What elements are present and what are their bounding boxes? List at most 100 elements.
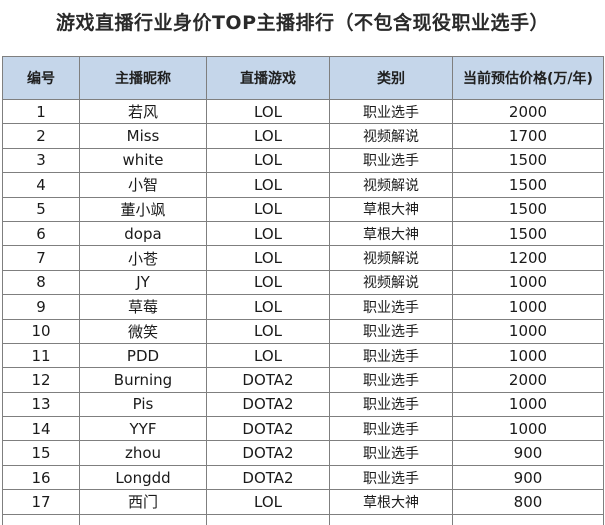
price-cell: 1000 [452, 318, 604, 344]
streamer-cell: 董小飒 [79, 196, 207, 222]
game-cell: LOL [206, 147, 330, 174]
game-cell: LOL [206, 342, 330, 369]
rank-cell: 8 [2, 269, 80, 296]
category-cell: 草根大神 [329, 196, 453, 222]
category-cell: 视频解说 [329, 172, 453, 198]
category-cell: 职业选手 [329, 367, 453, 393]
streamer-cell: 小智 [79, 172, 207, 198]
streamer-cell: Burning [79, 367, 207, 393]
table-row: 3 white LOL 职业选手 1500 [2, 147, 604, 174]
table-header-row: 编号 主播昵称 直播游戏 类别 当前预估价格(万/年) [2, 56, 604, 100]
header-category: 类别 [329, 56, 453, 100]
streamer-cell: PDD [79, 342, 207, 369]
streamer-cell: YYF [79, 416, 207, 442]
price-cell: 1000 [452, 342, 604, 369]
table-row: 14 YYF DOTA2 职业选手 1000 [2, 416, 604, 442]
category-cell: 职业选手 [329, 318, 453, 344]
price-cell: 2000 [452, 98, 604, 125]
game-cell: LOL [206, 220, 330, 247]
price-cell: 1200 [452, 245, 604, 271]
price-cell: 900 [452, 464, 604, 491]
game-cell: DOTA2 [206, 416, 330, 442]
price-cell: 1000 [452, 416, 604, 442]
game-cell: LOL [206, 318, 330, 344]
streamer-cell: Miss [79, 123, 207, 149]
game-cell: DOTA2 [206, 367, 330, 393]
rank-cell: 13 [2, 391, 80, 418]
rank-cell: 9 [2, 294, 80, 320]
table-row: 5 董小飒 LOL 草根大神 1500 [2, 196, 604, 222]
table-row: 15 zhou DOTA2 职业选手 900 [2, 440, 604, 466]
price-cell: 1000 [452, 294, 604, 320]
rank-cell: 5 [2, 196, 80, 222]
category-cell: 草根大神 [329, 220, 453, 247]
empty-cell [206, 513, 330, 525]
header-game: 直播游戏 [206, 56, 330, 100]
table-row: 8 JY LOL 视频解说 1000 [2, 269, 604, 296]
category-cell: 视频解说 [329, 123, 453, 149]
rank-cell: 6 [2, 220, 80, 247]
streamer-cell: Longdd [79, 464, 207, 491]
game-cell: LOL [206, 269, 330, 296]
price-cell: 1000 [452, 269, 604, 296]
price-cell: 1000 [452, 391, 604, 418]
rank-cell: 11 [2, 342, 80, 369]
table-row: 4 小智 LOL 视频解说 1500 [2, 172, 604, 198]
streamer-cell: Pis [79, 391, 207, 418]
header-number: 编号 [2, 56, 80, 100]
table-body: 1 若风 LOL 职业选手 2000 2 Miss LOL 视频解说 1700 3 white LOL 职… [2, 98, 604, 525]
price-cell: 900 [452, 440, 604, 466]
game-cell: LOL [206, 123, 330, 149]
streamer-cell: zhou [79, 440, 207, 466]
category-cell: 职业选手 [329, 147, 453, 174]
table-row: 9 草莓 LOL 职业选手 1000 [2, 294, 604, 320]
category-cell: 职业选手 [329, 464, 453, 491]
header-price: 当前预估价格(万/年) [452, 56, 604, 100]
rank-cell: 14 [2, 416, 80, 442]
rank-cell: 2 [2, 123, 80, 149]
ranking-table: 编号 主播昵称 直播游戏 类别 当前预估价格(万/年) 1 若风 LOL 职业选手 20… [2, 56, 604, 525]
table-row: 10 微笑 LOL 职业选手 1000 [2, 318, 604, 344]
category-cell: 视频解说 [329, 245, 453, 271]
empty-cell [79, 513, 207, 525]
price-cell: 1500 [452, 147, 604, 174]
game-cell: DOTA2 [206, 440, 330, 466]
game-cell: LOL [206, 245, 330, 271]
price-cell: 1700 [452, 123, 604, 149]
category-cell: 职业选手 [329, 342, 453, 369]
table-row: 13 Pis DOTA2 职业选手 1000 [2, 391, 604, 418]
streamer-cell: 小苍 [79, 245, 207, 271]
game-cell: LOL [206, 294, 330, 320]
category-cell: 视频解说 [329, 269, 453, 296]
rank-cell: 10 [2, 318, 80, 344]
category-cell: 职业选手 [329, 294, 453, 320]
game-cell: LOL [206, 489, 330, 515]
table-row: 11 PDD LOL 职业选手 1000 [2, 342, 604, 369]
rank-cell: 1 [2, 98, 80, 125]
rank-cell: 4 [2, 172, 80, 198]
rank-cell: 12 [2, 367, 80, 393]
rank-cell: 17 [2, 489, 80, 515]
category-cell: 草根大神 [329, 489, 453, 515]
price-cell: 1500 [452, 172, 604, 198]
category-cell: 职业选手 [329, 98, 453, 125]
page-title: 游戏直播行业身价TOP主播排行（不包含现役职业选手） [55, 12, 550, 34]
price-cell: 2000 [452, 367, 604, 393]
table-row: 1 若风 LOL 职业选手 2000 [2, 98, 604, 125]
table-row: 2 Miss LOL 视频解说 1700 [2, 123, 604, 149]
empty-cell [452, 513, 604, 525]
empty-cell [2, 513, 80, 525]
category-cell: 职业选手 [329, 440, 453, 466]
game-cell: DOTA2 [206, 391, 330, 418]
category-cell: 职业选手 [329, 391, 453, 418]
table-row: 16 Longdd DOTA2 职业选手 900 [2, 464, 604, 491]
game-cell: LOL [206, 172, 330, 198]
streamer-cell: white [79, 147, 207, 174]
streamer-cell: 微笑 [79, 318, 207, 344]
streamer-cell: 若风 [79, 98, 207, 125]
table-row: 6 dopa LOL 草根大神 1500 [2, 220, 604, 247]
game-cell: LOL [206, 98, 330, 125]
game-cell: DOTA2 [206, 464, 330, 491]
header-streamer: 主播昵称 [79, 56, 207, 100]
rank-cell: 16 [2, 464, 80, 491]
